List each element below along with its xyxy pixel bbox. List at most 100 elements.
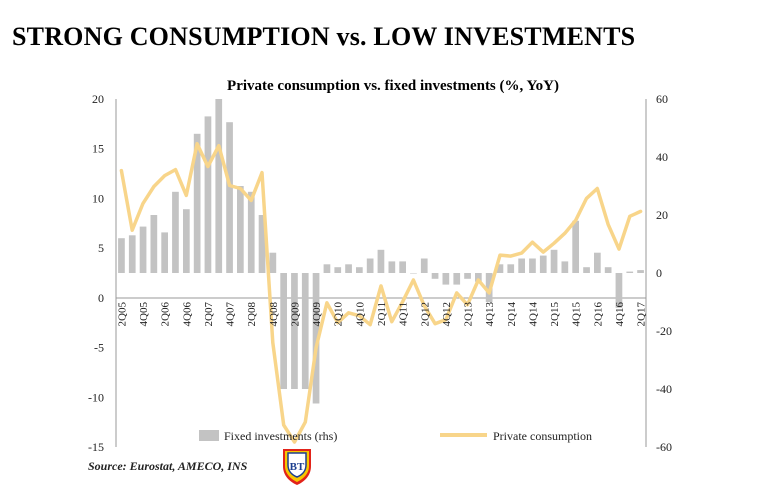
x-axis-ticks: 2Q05 4Q05 2Q06 4Q06 2Q07 4Q07 2Q08 4Q08 2Q09 4Q09… — [116, 302, 647, 327]
logo-shield-blue — [287, 452, 307, 478]
x-tick-label: 4Q14 — [527, 302, 539, 327]
left-tick-label: 5 — [98, 241, 104, 255]
x-tick-label: 2Q17 — [636, 302, 648, 327]
bar-1Q13 — [453, 273, 461, 285]
right-tick-label: 40 — [656, 150, 668, 164]
bar-1Q07 — [193, 133, 201, 273]
bar-1Q11 — [366, 258, 374, 273]
consumption-line — [119, 141, 643, 444]
bar-2Q11 — [377, 249, 385, 273]
bar-1Q09 — [280, 273, 287, 389]
bar-3Q07 — [215, 99, 223, 273]
bar-4Q08 — [269, 252, 277, 273]
bar-1Q17 — [626, 271, 634, 273]
left-tick-label: -15 — [88, 440, 104, 454]
bar-3Q13 — [475, 273, 482, 282]
line-series-group — [119, 141, 643, 444]
bar-4Q07 — [226, 122, 233, 273]
bar-4Q10 — [356, 267, 363, 273]
x-tick-label: 2Q12 — [419, 302, 431, 326]
bar-3Q06 — [172, 191, 179, 273]
left-tick-label: 15 — [92, 142, 104, 156]
chart-title: Private consumption vs. fixed investment… — [227, 78, 559, 94]
x-tick-label: 4Q11 — [398, 302, 410, 326]
right-tick-label: 20 — [656, 208, 668, 222]
x-tick-label: 4Q05 — [138, 302, 150, 327]
bar-2Q17 — [637, 270, 644, 273]
bar-4Q12 — [442, 273, 450, 285]
bar-3Q05 — [128, 235, 136, 273]
bar-1Q10 — [323, 264, 331, 273]
x-tick-label: 2Q14 — [506, 302, 518, 327]
x-tick-label: 4Q12 — [441, 302, 453, 326]
bar-2Q09 — [291, 273, 298, 389]
bar-3Q11 — [388, 261, 396, 273]
bar-2Q16 — [594, 252, 601, 273]
left-tick-label: 0 — [98, 291, 104, 305]
right-tick-label: -60 — [656, 440, 672, 454]
bar-3Q15 — [561, 261, 569, 273]
x-tick-label: 2Q09 — [290, 302, 302, 327]
bar-1Q06 — [150, 215, 158, 273]
x-tick-label: 4Q15 — [571, 302, 583, 327]
bar-2Q15 — [550, 249, 558, 273]
bar-2Q08 — [247, 191, 255, 273]
right-tick-label: 60 — [656, 92, 668, 106]
x-tick-label: 2Q11 — [376, 302, 388, 326]
source-note: Source: Eurostat, AMECO, INS — [88, 459, 248, 473]
legend-label-bars: Fixed investments (rhs) — [224, 429, 337, 443]
bar-4Q11 — [399, 261, 406, 273]
x-tick-label: 2Q05 — [116, 302, 128, 327]
x-tick-label: 2Q08 — [246, 302, 258, 327]
x-tick-label: 2Q06 — [160, 302, 172, 327]
bar-1Q15 — [539, 255, 547, 273]
legend-label-line: Private consumption — [493, 429, 592, 443]
x-tick-label: 2Q10 — [333, 302, 345, 327]
bt-logo: BT — [283, 449, 311, 485]
bar-3Q09 — [301, 273, 309, 389]
bar-2Q14 — [507, 264, 515, 273]
bar-2Q06 — [161, 232, 168, 273]
x-tick-label: 4Q16 — [614, 302, 626, 327]
x-tick-label: 2Q07 — [203, 302, 215, 327]
x-tick-label: 4Q09 — [311, 302, 323, 327]
bar-4Q14 — [529, 258, 536, 273]
bar-1Q16 — [583, 267, 590, 273]
x-tick-label: 4Q06 — [181, 302, 193, 327]
bar-2Q12 — [420, 258, 428, 273]
x-tick-label: 2Q15 — [549, 302, 561, 327]
left-tick-label: -10 — [88, 390, 104, 404]
right-tick-label: -40 — [656, 382, 672, 396]
bar-3Q08 — [258, 215, 266, 273]
bar-1Q12 — [410, 273, 417, 274]
plot-area — [115, 99, 647, 447]
bar-4Q16 — [615, 273, 623, 308]
x-tick-label: 2Q16 — [592, 302, 604, 327]
bar-3Q16 — [604, 267, 612, 273]
left-tick-label: -5 — [94, 341, 104, 355]
bar-2Q13 — [464, 273, 471, 279]
bar-4Q15 — [572, 220, 579, 273]
bar-3Q12 — [431, 273, 439, 279]
bar-1Q14 — [496, 264, 504, 273]
bar-2Q07 — [204, 116, 212, 274]
bar-3Q10 — [345, 264, 352, 273]
bar-2Q05 — [118, 238, 125, 273]
x-tick-label: 2Q13 — [463, 302, 475, 327]
left-tick-label: 10 — [92, 191, 104, 205]
x-tick-label: 4Q08 — [268, 302, 280, 327]
legend-swatch-bars — [199, 430, 219, 441]
bar-4Q05 — [139, 226, 147, 273]
left-tick-label: 20 — [92, 92, 104, 106]
headline: STRONG CONSUMPTION vs. LOW INVESTMENTS — [12, 22, 636, 51]
bar-1Q08 — [237, 186, 244, 273]
bar-4Q06 — [183, 209, 190, 273]
x-tick-label: 4Q07 — [225, 302, 237, 327]
legend: Fixed investments (rhs) Private consumpt… — [199, 429, 592, 443]
right-tick-label: -20 — [656, 324, 672, 338]
left-axis-ticks: 20 15 10 5 0 -5 -10 -15 — [88, 92, 104, 454]
x-tick-label: 4Q13 — [484, 302, 496, 327]
right-tick-label: 0 — [656, 266, 662, 280]
bar-2Q10 — [334, 267, 342, 273]
